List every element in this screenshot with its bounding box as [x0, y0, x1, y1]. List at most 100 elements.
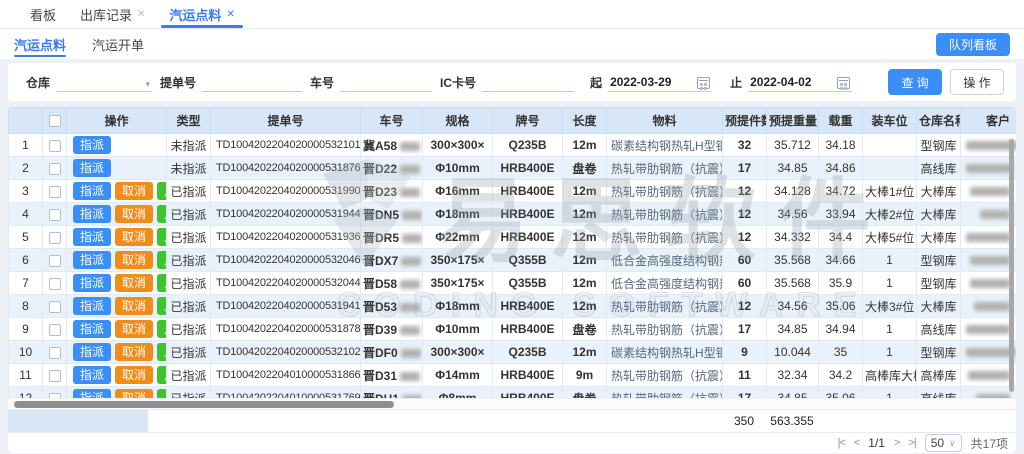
dispatch-button[interactable]: 指派 — [73, 159, 112, 177]
row-checkbox[interactable] — [48, 369, 61, 382]
spec: 300×300× — [422, 340, 493, 364]
dispatch-status: 已指派 — [166, 225, 211, 249]
page-size-select[interactable]: 50 ∨ — [924, 434, 962, 452]
cancel-button[interactable]: 取消 — [115, 389, 154, 398]
redacted-plate-suffix — [402, 233, 422, 243]
bill-no-input[interactable] — [202, 73, 303, 92]
row-checkbox[interactable] — [48, 208, 61, 221]
calendar-icon[interactable] — [837, 76, 851, 89]
date-to-input[interactable]: 2022-04-02 — [748, 73, 853, 92]
cancel-button[interactable]: 取消 — [115, 228, 154, 246]
steel-grade: HRB400E — [492, 386, 563, 398]
tally-button[interactable]: 点料 — [157, 274, 166, 292]
cancel-button[interactable]: 取消 — [115, 297, 154, 315]
first-page-icon[interactable]: |< — [837, 437, 846, 449]
dispatch-button[interactable]: 指派 — [73, 366, 112, 384]
cancel-button[interactable]: 取消 — [115, 274, 154, 292]
tab-outbound-records[interactable]: 出库记录 ✕ — [68, 0, 157, 28]
dispatch-button[interactable]: 指派 — [73, 343, 112, 361]
tally-button[interactable]: 点料 — [157, 205, 166, 223]
tally-button[interactable]: 点料 — [157, 182, 166, 200]
queue-board-button[interactable]: 队列看板 — [935, 32, 1010, 56]
length: 12m — [562, 133, 607, 157]
search-button[interactable]: 查 询 — [888, 69, 942, 95]
pre-pick-qty: 60 — [722, 271, 767, 295]
dispatch-status: 未指派 — [166, 133, 211, 157]
loading-slot: 1 — [862, 271, 917, 295]
dispatch-button[interactable]: 指派 — [73, 228, 112, 246]
tally-button[interactable]: 点料 — [157, 366, 166, 384]
calendar-icon[interactable] — [697, 76, 711, 89]
spec: 350×175× — [422, 248, 493, 272]
col-slot: 装车位 — [862, 107, 917, 134]
ic-card-input[interactable] — [482, 73, 575, 92]
close-icon[interactable]: ✕ — [137, 8, 146, 20]
truck-no-input[interactable] — [340, 73, 433, 92]
steel-grade: HRB400E — [492, 179, 563, 203]
dispatch-button[interactable]: 指派 — [73, 274, 112, 292]
subtab-truck-material-check[interactable]: 汽运点料 — [14, 29, 67, 59]
prev-page-icon[interactable]: < — [853, 437, 861, 449]
warehouse-select[interactable]: ▾ — [56, 73, 153, 92]
tally-button[interactable]: 点料 — [157, 389, 166, 398]
dispatch-button[interactable]: 指派 — [73, 320, 112, 338]
row-checkbox[interactable] — [48, 277, 61, 290]
tally-button[interactable]: 点料 — [157, 228, 166, 246]
cancel-button[interactable]: 取消 — [115, 182, 154, 200]
row-checkbox[interactable] — [48, 185, 61, 198]
length: 盘卷 — [562, 156, 607, 180]
dispatch-button[interactable]: 指派 — [73, 389, 112, 398]
horizontal-scrollbar-thumb[interactable] — [14, 401, 394, 408]
subtab-truck-billing[interactable]: 汽运开单 — [92, 37, 145, 53]
last-page-icon[interactable]: >| — [908, 437, 916, 449]
dispatch-status: 已指派 — [166, 248, 211, 272]
next-page-icon[interactable]: > — [893, 437, 901, 449]
dispatch-button[interactable]: 指派 — [73, 251, 112, 269]
row-checkbox[interactable] — [48, 162, 61, 175]
row-checkbox[interactable] — [48, 231, 61, 244]
cancel-button[interactable]: 取消 — [115, 251, 154, 269]
dispatch-button[interactable]: 指派 — [73, 182, 112, 200]
cancel-button[interactable]: 取消 — [115, 205, 154, 223]
loading-slot: 1 — [862, 248, 917, 272]
dispatch-button[interactable]: 指派 — [73, 136, 112, 154]
bill-number: TD1004202204020000531876 — [210, 156, 361, 180]
redacted-customer — [966, 164, 1012, 174]
select-all-checkbox[interactable] — [48, 115, 61, 128]
vertical-scrollbar[interactable] — [1009, 139, 1014, 392]
load-weight: 34.86 — [818, 156, 863, 180]
cancel-button[interactable]: 取消 — [115, 320, 154, 338]
warehouse-name: 大棒库 — [916, 294, 961, 318]
cancel-button[interactable]: 取消 — [115, 343, 154, 361]
tab-dashboard[interactable]: 看板 — [18, 0, 68, 28]
actions-button[interactable]: 操 作 — [950, 69, 1004, 95]
row-actions-cell: 指派取消点料 — [66, 179, 167, 203]
dispatch-button[interactable]: 指派 — [73, 205, 112, 223]
row-checkbox[interactable] — [48, 300, 61, 313]
date-from-input[interactable]: 2022-03-29 — [608, 73, 713, 92]
pre-pick-qty: 9 — [722, 340, 767, 364]
redacted-plate-suffix — [402, 394, 422, 398]
dispatch-status: 已指派 — [166, 294, 211, 318]
row-checkbox[interactable] — [48, 346, 61, 359]
cancel-button[interactable]: 取消 — [115, 366, 154, 384]
horizontal-scrollbar-track[interactable] — [8, 398, 1016, 409]
row-checkbox[interactable] — [48, 254, 61, 267]
tally-button[interactable]: 点料 — [157, 251, 166, 269]
dispatch-status: 已指派 — [166, 363, 211, 387]
close-icon[interactable]: ✕ — [226, 8, 235, 20]
tally-button[interactable]: 点料 — [157, 297, 166, 315]
date-to-value: 2022-04-02 — [750, 74, 812, 89]
pre-pick-weight: 34.56 — [766, 202, 819, 226]
dispatch-button[interactable]: 指派 — [73, 297, 112, 315]
tally-button[interactable]: 点料 — [157, 343, 166, 361]
tally-button[interactable]: 点料 — [157, 320, 166, 338]
row-checkbox[interactable] — [48, 392, 61, 398]
loading-slot: 大棒5#位 — [862, 225, 917, 249]
tab-truck-material-check[interactable]: 汽运点料 ✕ — [157, 0, 246, 28]
table-card: 操作 类型 提单号 车号 规格 牌号 长度 物料 预提件数 预提重量 载重 装车… — [8, 107, 1016, 453]
row-checkbox[interactable] — [48, 323, 61, 336]
row-number: 5 — [8, 225, 43, 249]
row-number: 2 — [8, 156, 43, 180]
row-checkbox[interactable] — [48, 139, 61, 152]
